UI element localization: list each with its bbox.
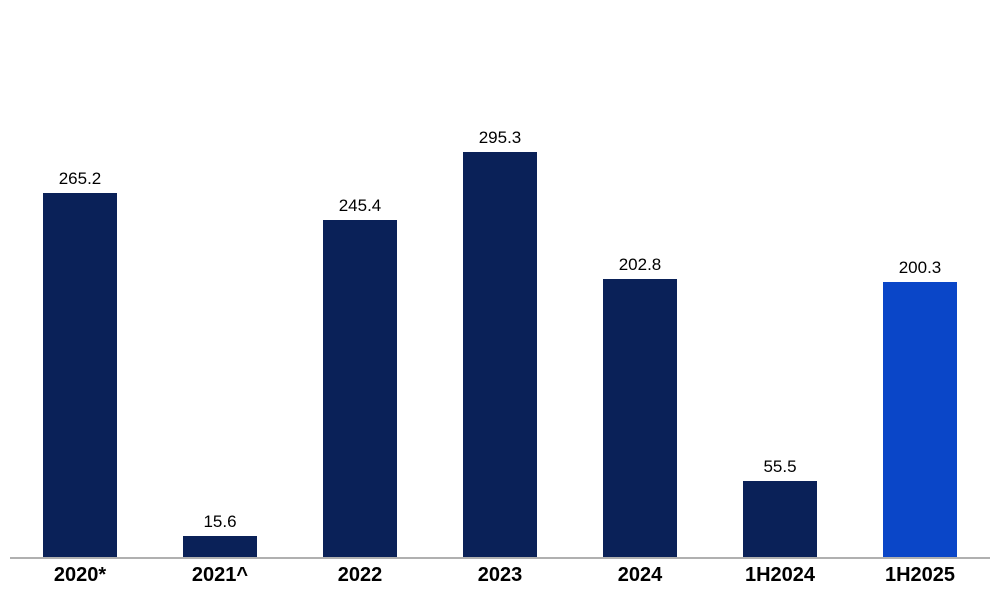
- bar: [603, 279, 677, 557]
- bar-value-label: 295.3: [478, 128, 522, 147]
- x-axis-tick-label: 2020*: [53, 564, 107, 586]
- bar-value-label: 15.6: [203, 512, 237, 531]
- bar: [883, 282, 957, 557]
- x-axis-tick-label: 1H2025: [884, 564, 956, 586]
- bar-value-label: 202.8: [618, 255, 662, 274]
- bar-column: 200.3: [850, 104, 990, 557]
- x-axis-tick-label: 2022: [337, 564, 383, 586]
- bar-column: 295.3: [430, 104, 570, 557]
- bar-column: 265.2: [10, 104, 150, 557]
- bar-value-label: 245.4: [338, 196, 382, 215]
- bar-value-label: 200.3: [898, 258, 942, 277]
- bar: [43, 193, 117, 557]
- x-axis-category-labels: 2020* 2021^ 2022 2023 2024 1H2024 1H2025: [10, 562, 990, 588]
- bar-value-label: 55.5: [763, 457, 797, 476]
- x-axis-tick-label: 2023: [477, 564, 523, 586]
- x-axis-tick-label: 2024: [617, 564, 663, 586]
- chart-plot-area: 265.2 15.6 245.4 295.3 202.8 55.5 200.3: [10, 104, 990, 557]
- bar-column: 202.8: [570, 104, 710, 557]
- bar-column: 55.5: [710, 104, 850, 557]
- x-axis-tick-label: 1H2024: [744, 564, 816, 586]
- bar-value-label: 265.2: [58, 169, 102, 188]
- bar: [183, 536, 257, 557]
- x-axis-tick-label: 2021^: [191, 564, 249, 586]
- bar: [463, 152, 537, 557]
- bar: [323, 220, 397, 557]
- x-axis-line: [10, 557, 990, 559]
- bar-column: 245.4: [290, 104, 430, 557]
- bar: [743, 481, 817, 557]
- bar-column: 15.6: [150, 104, 290, 557]
